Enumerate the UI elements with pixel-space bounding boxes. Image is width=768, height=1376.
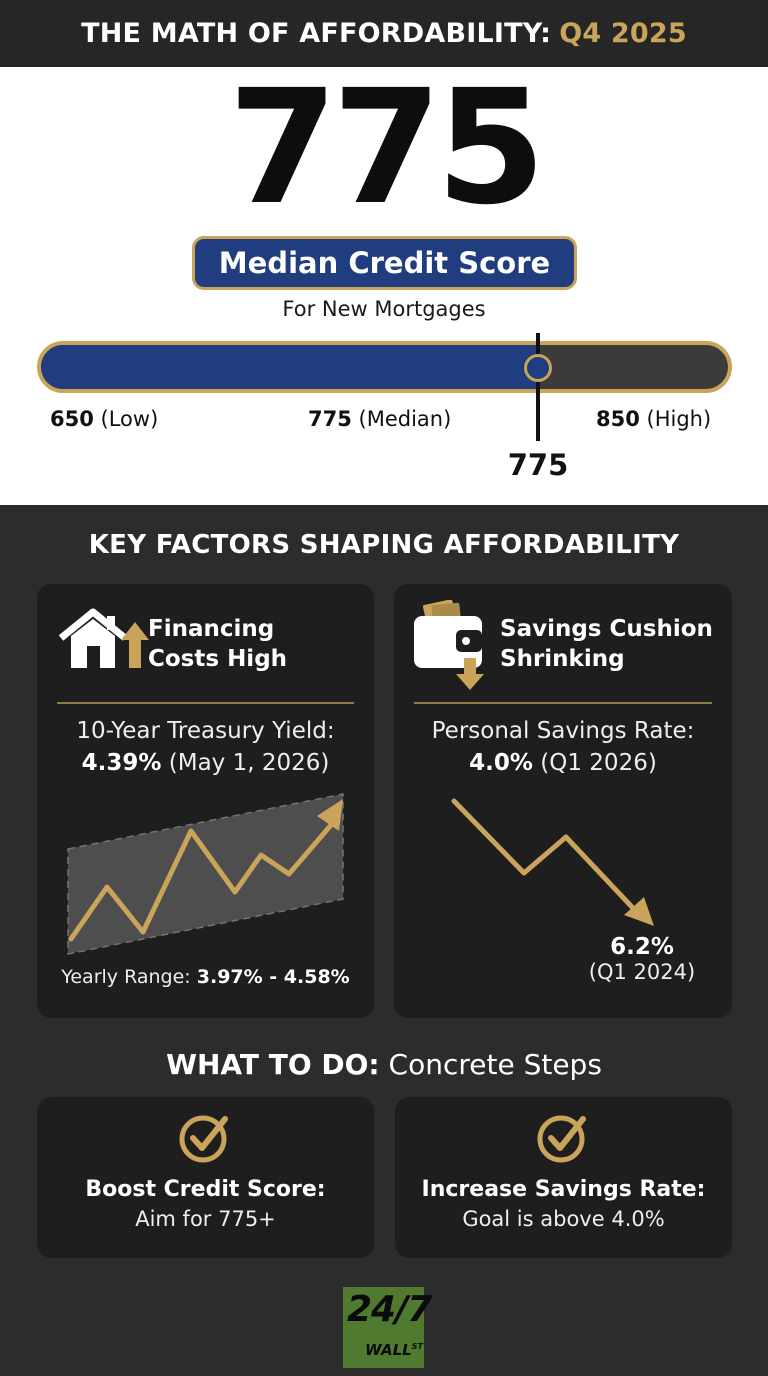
savings-cushion-card: Savings Cushion Shrinking Personal Savin… [394,584,732,1018]
median-marker-value: 775 [507,448,569,482]
median-marker-dot [524,354,552,382]
savings-title-line2: Shrinking [500,646,625,672]
logo-main-text: 24/7 [347,1289,432,1330]
financing-card-title: Financing Costs High [148,614,287,674]
savings-rate-value: 4.0% [469,750,533,776]
yield-range-band [67,793,344,955]
credit-score-subtitle: For New Mortgages [282,297,486,321]
financing-title-line2: Costs High [148,646,288,672]
treasury-yield-value: 4.39% [81,750,162,776]
savings-prior-date: (Q1 2024) [588,960,696,984]
financing-card-header: Financing Costs High [37,584,374,702]
header-title-accent: Q4 2025 [559,18,687,49]
logo-sub-text: WALLST [365,1341,423,1359]
credit-score-badge: Median Credit Score [192,236,577,290]
yearly-range: Yearly Range: 3.97% - 4.58% [37,966,374,988]
scale-high-label: 850 (High) [596,407,711,431]
credit-score-scale-fill [41,345,536,389]
check-circle-icon [537,1115,586,1163]
step-savings-title: Increase Savings Rate: [421,1177,706,1202]
scale-high-value: 850 [596,407,640,431]
247-wall-st-logo: 24/7 WALLST [343,1287,432,1368]
yearly-range-value: 3.97% - 4.58% [196,966,350,988]
scale-low-value: 650 [50,407,94,431]
scale-mid-value: 775 [308,407,352,431]
scale-mid-label: 775 (Median) [308,407,451,431]
savings-trend-line [451,798,635,910]
yield-trend-arrowhead [317,799,343,831]
savings-card-header: Savings Cushion Shrinking [394,584,732,702]
credit-score-hero: 775 Median Credit Score For New Mortgage… [0,67,768,505]
financing-divider [57,702,354,704]
logo-wall: WALL [365,1341,412,1359]
yearly-range-label: Yearly Range: [61,966,191,988]
logo-st: ST [411,1342,423,1351]
key-factors-title: KEY FACTORS SHAPING AFFORDABILITY [88,530,680,560]
credit-score-scale-bar [37,341,732,393]
savings-title-line1: Savings Cushion [500,616,713,642]
step-savings-sub: Goal is above 4.0% [462,1207,665,1231]
financing-title-line1: Financing [148,616,275,642]
wallet-arrow-down-icon [414,600,484,690]
savings-decline-chart [451,798,654,926]
scale-low-text: (Low) [100,407,159,431]
treasury-trend-chart [67,793,344,955]
median-marker-line [536,333,540,441]
step-card-credit: Boost Credit Score: Aim for 775+ [37,1097,374,1258]
savings-divider [414,702,712,704]
step-credit-title: Boost Credit Score: [85,1177,326,1202]
financing-costs-card: Financing Costs High 10-Year Treasury Yi… [37,584,374,1018]
check-circle-icon [179,1115,228,1163]
house-arrow-up-icon [58,608,149,668]
savings-prior-value: 6.2% (Q1 2024) [582,934,702,984]
scale-mid-text: (Median) [358,407,452,431]
savings-rate-value-line: 4.0% (Q1 2026) [394,750,732,776]
savings-rate-date: (Q1 2026) [540,750,657,776]
median-credit-score: 775 [228,56,546,240]
savings-rate-label: Personal Savings Rate: [431,718,695,744]
treasury-yield-label: 10-Year Treasury Yield: [76,718,335,744]
savings-prior-rate: 6.2% [610,934,674,960]
yield-trend-line [68,822,334,942]
scale-high-text: (High) [646,407,712,431]
step-card-savings: Increase Savings Rate: Goal is above 4.0… [395,1097,732,1258]
header-title: THE MATH OF AFFORDABILITY: [81,18,552,49]
savings-trend-arrowhead [624,897,654,926]
savings-card-title: Savings Cushion Shrinking [500,614,713,674]
header-bar: THE MATH OF AFFORDABILITY: Q4 2025 [0,0,768,67]
what-to-do-title-bold: WHAT TO DO: [166,1048,380,1081]
treasury-yield-date: (May 1, 2026) [168,750,330,776]
treasury-yield-value-line: 4.39% (May 1, 2026) [37,750,374,776]
what-to-do-title-rest: Concrete Steps [388,1048,602,1081]
scale-low-label: 650 (Low) [50,407,158,431]
what-to-do-title: WHAT TO DO: Concrete Steps [0,1048,768,1081]
step-credit-sub: Aim for 775+ [135,1207,276,1231]
